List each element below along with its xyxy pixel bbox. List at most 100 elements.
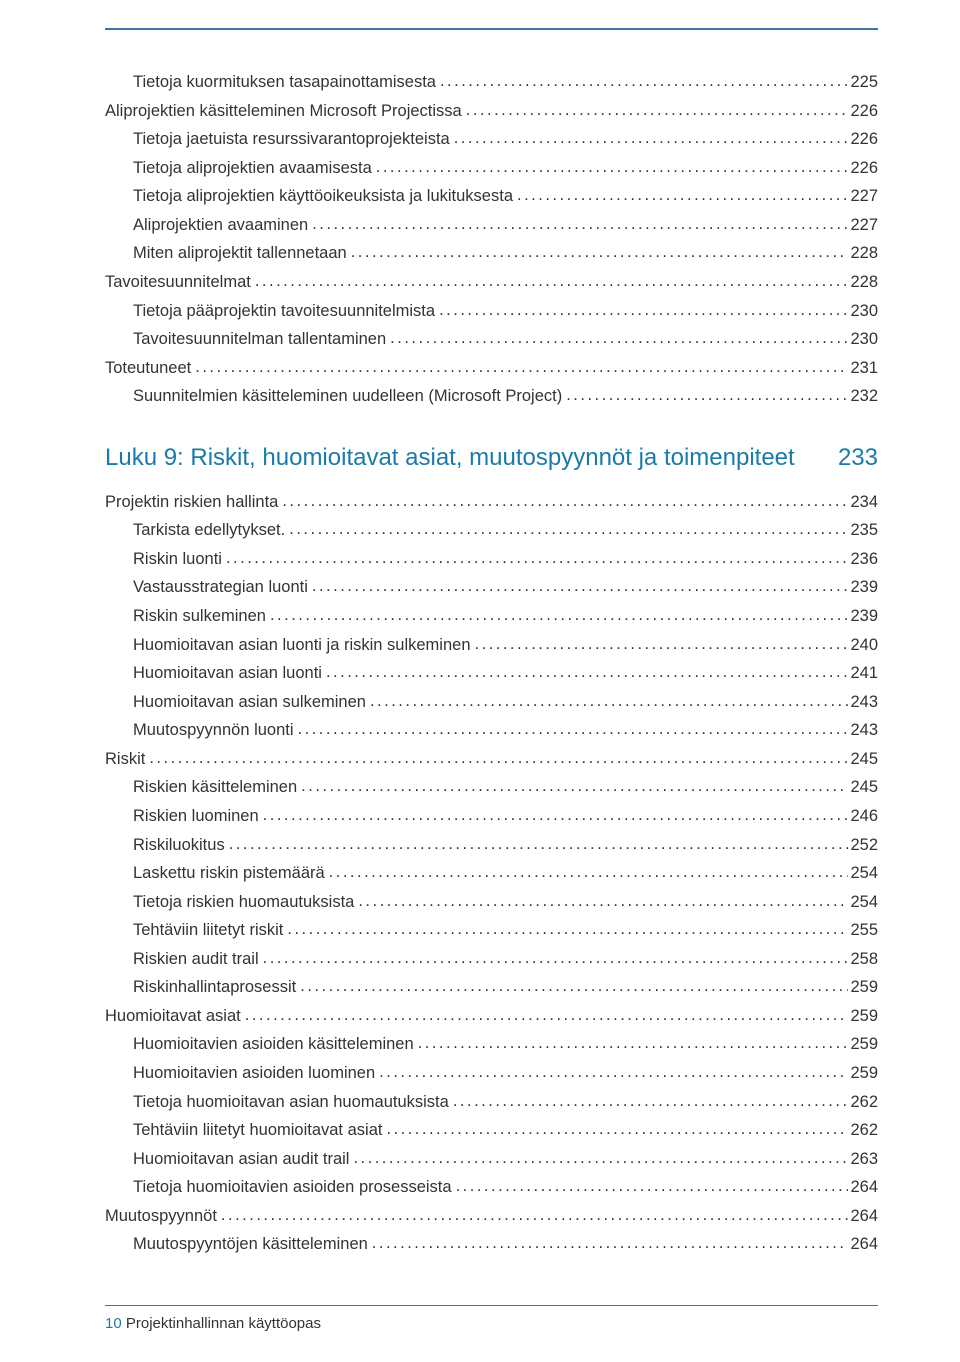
- toc-entry-page: 227: [848, 184, 878, 210]
- toc-entry[interactable]: Tietoja aliprojektien käyttöoikeuksista …: [105, 184, 878, 210]
- toc-dot-leader: [347, 240, 849, 266]
- toc-dot-leader: [462, 98, 849, 124]
- toc-dot-leader: [308, 212, 848, 238]
- toc-dot-leader: [414, 1031, 849, 1057]
- toc-entry-label: Huomioitavan asian sulkeminen: [133, 690, 366, 716]
- toc-entry[interactable]: Muutospyyntöjen käsitteleminen264: [105, 1232, 878, 1258]
- toc-dot-leader: [283, 917, 848, 943]
- toc-entry[interactable]: Tarkista edellytykset.235: [105, 518, 878, 544]
- toc-entry[interactable]: Huomioitavan asian luonti241: [105, 661, 878, 687]
- toc-entry-page: 225: [848, 70, 878, 96]
- footer-page-number: 10: [105, 1315, 122, 1332]
- toc-entry-label: Toteutuneet: [105, 356, 191, 382]
- toc-entry[interactable]: Suunnitelmien käsitteleminen uudelleen (…: [105, 384, 878, 410]
- toc-entry-label: Tietoja jaetuista resurssivarantoprojekt…: [133, 127, 450, 153]
- toc-entry-page: 258: [848, 947, 878, 973]
- toc-entry[interactable]: Huomioitavien asioiden käsitteleminen 259: [105, 1032, 878, 1058]
- toc-entry[interactable]: Vastausstrategian luonti 239: [105, 575, 878, 601]
- toc-entry[interactable]: Toteutuneet 231: [105, 356, 878, 382]
- toc-entry-page: 245: [848, 775, 878, 801]
- toc-dot-leader: [296, 974, 848, 1000]
- toc-entry[interactable]: Muutospyynnön luonti243: [105, 718, 878, 744]
- toc-entry-label: Aliprojektien käsitteleminen Microsoft P…: [105, 99, 462, 125]
- toc-dot-leader: [251, 269, 849, 295]
- toc-entry-label: Huomioitavat asiat: [105, 1004, 241, 1030]
- toc-entry-page: 245: [848, 747, 878, 773]
- toc-dot-leader: [354, 889, 848, 915]
- toc-entry-page: 235: [848, 518, 878, 544]
- toc-entry[interactable]: Tietoja huomioitavan asian huomautuksist…: [105, 1090, 878, 1116]
- toc-entry-page: 226: [848, 127, 878, 153]
- toc-entry[interactable]: Laskettu riskin pistemäärä254: [105, 861, 878, 887]
- toc-entry[interactable]: Tietoja riskien huomautuksista254: [105, 890, 878, 916]
- toc-entry[interactable]: Riskinhallintaprosessit259: [105, 975, 878, 1001]
- toc-entry-label: Riskien käsitteleminen: [133, 775, 297, 801]
- toc-entry[interactable]: Tehtäviin liitetyt riskit255: [105, 918, 878, 944]
- toc-entry[interactable]: Tietoja pääprojektin tavoitesuunnitelmis…: [105, 299, 878, 325]
- toc-entry-label: Miten aliprojektit tallennetaan: [133, 241, 347, 267]
- toc-entry[interactable]: Huomioitavan asian sulkeminen243: [105, 690, 878, 716]
- toc-dot-leader: [145, 746, 848, 772]
- toc-dot-leader: [285, 517, 848, 543]
- toc-entry-page: 259: [848, 975, 878, 1001]
- toc-entry[interactable]: Huomioitavan asian luonti ja riskin sulk…: [105, 633, 878, 659]
- toc-dot-leader: [222, 546, 849, 572]
- toc-dot-leader: [513, 183, 848, 209]
- toc-dot-leader: [386, 326, 848, 352]
- toc-dot-leader: [366, 689, 849, 715]
- toc-entry[interactable]: Tietoja huomioitavien asioiden prosessei…: [105, 1175, 878, 1201]
- toc-entry[interactable]: Riskin luonti 236: [105, 547, 878, 573]
- toc-entry-page: 252: [848, 833, 878, 859]
- toc-entry-label: Tietoja aliprojektien avaamisesta: [133, 156, 372, 182]
- toc-entry[interactable]: Tavoitesuunnitelmat228: [105, 270, 878, 296]
- toc-dot-leader: [278, 489, 848, 515]
- toc-entry[interactable]: Tietoja kuormituksen tasapainottamisesta…: [105, 70, 878, 96]
- toc-entry-label: Tavoitesuunnitelmat: [105, 270, 251, 296]
- toc-entry-page: 259: [848, 1032, 878, 1058]
- toc-dot-leader: [225, 832, 849, 858]
- toc-entry[interactable]: Aliprojektien käsitteleminen Microsoft P…: [105, 99, 878, 125]
- toc-dot-leader: [382, 1117, 848, 1143]
- toc-entry-page: 239: [848, 575, 878, 601]
- toc-entry-label: Tietoja aliprojektien käyttöoikeuksista …: [133, 184, 513, 210]
- toc-entry-page: 246: [848, 804, 878, 830]
- toc-entry-label: Huomioitavien asioiden luominen: [133, 1061, 375, 1087]
- toc-entry[interactable]: Huomioitavan asian audit trail263: [105, 1147, 878, 1173]
- toc-entry-label: Vastausstrategian luonti: [133, 575, 308, 601]
- toc-entry[interactable]: Projektin riskien hallinta234: [105, 490, 878, 516]
- toc-entry-label: Aliprojektien avaaminen: [133, 213, 308, 239]
- toc-entry[interactable]: Riskien käsitteleminen 245: [105, 775, 878, 801]
- toc-entry[interactable]: Aliprojektien avaaminen227: [105, 213, 878, 239]
- toc-entry-label: Tehtäviin liitetyt riskit: [133, 918, 283, 944]
- toc-entry-label: Muutospyynnöt: [105, 1204, 217, 1230]
- toc-entry-page: 234: [848, 490, 878, 516]
- toc-entry-label: Riskiluokitus: [133, 833, 225, 859]
- toc-dot-leader: [372, 155, 849, 181]
- toc-entry[interactable]: Tietoja aliprojektien avaamisesta226: [105, 156, 878, 182]
- toc-entry-label: Riskin luonti: [133, 547, 222, 573]
- toc-entry-page: 239: [848, 604, 878, 630]
- toc-entry-label: Suunnitelmien käsitteleminen uudelleen (…: [133, 384, 562, 410]
- toc-dot-leader: [368, 1231, 849, 1257]
- toc-entry[interactable]: Tietoja jaetuista resurssivarantoprojekt…: [105, 127, 878, 153]
- toc-entry[interactable]: Riskiluokitus 252: [105, 833, 878, 859]
- toc-dot-leader: [562, 383, 848, 409]
- toc-entry-page: 254: [848, 890, 878, 916]
- toc-entry[interactable]: Riskien audit trail258: [105, 947, 878, 973]
- toc-entry-page: 231: [848, 356, 878, 382]
- toc-entry[interactable]: Tavoitesuunnitelman tallentaminen230: [105, 327, 878, 353]
- toc-entry[interactable]: Riskit245: [105, 747, 878, 773]
- toc-entry[interactable]: Muutospyynnöt 264: [105, 1204, 878, 1230]
- toc-entry-label: Huomioitavien asioiden käsitteleminen: [133, 1032, 414, 1058]
- toc-entry-page: 262: [848, 1118, 878, 1144]
- toc-entry-page: 264: [848, 1232, 878, 1258]
- toc-entry[interactable]: Miten aliprojektit tallennetaan228: [105, 241, 878, 267]
- toc-entry[interactable]: Tehtäviin liitetyt huomioitavat asiat262: [105, 1118, 878, 1144]
- toc-entry-label: Huomioitavan asian luonti: [133, 661, 322, 687]
- toc-entry[interactable]: Huomioitavien asioiden luominen259: [105, 1061, 878, 1087]
- toc-entry[interactable]: Riskien luominen246: [105, 804, 878, 830]
- toc-entry-page: 264: [848, 1204, 878, 1230]
- toc-entry[interactable]: Huomioitavat asiat259: [105, 1004, 878, 1030]
- toc-entry-page: 236: [848, 547, 878, 573]
- toc-entry[interactable]: Riskin sulkeminen239: [105, 604, 878, 630]
